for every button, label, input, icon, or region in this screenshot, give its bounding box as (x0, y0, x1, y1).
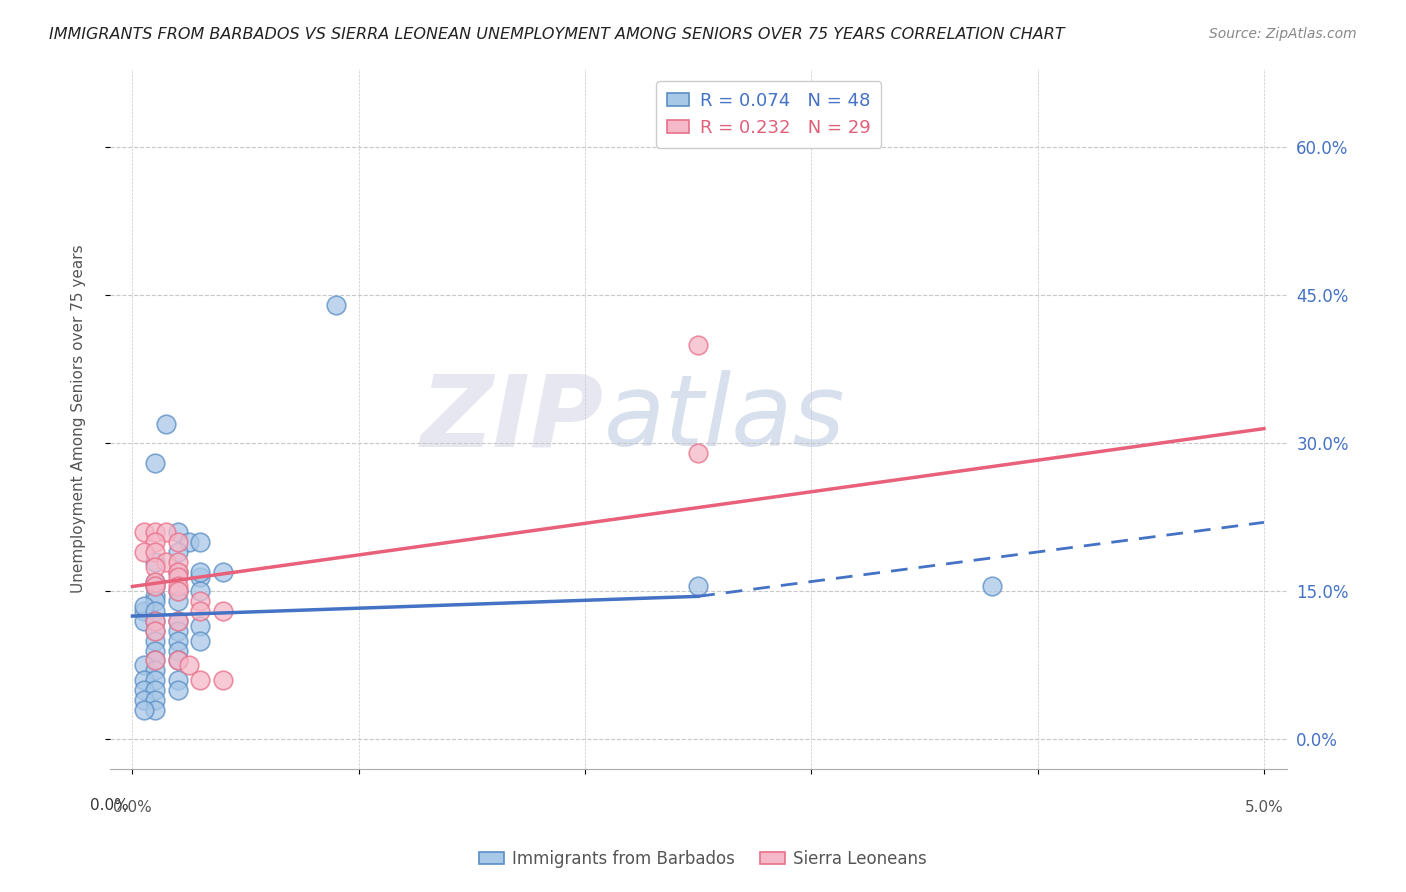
Legend: R = 0.074   N = 48, R = 0.232   N = 29: R = 0.074 N = 48, R = 0.232 N = 29 (657, 81, 882, 148)
Point (166, 643, 188, 657)
Point (688, 579, 710, 593)
Point (143, 574, 166, 589)
Point (166, 653, 188, 667)
Point (190, 633, 212, 648)
Point (166, 683, 188, 698)
Point (688, 446, 710, 460)
Point (190, 604, 212, 618)
Text: IMMIGRANTS FROM BARBADOS VS SIERRA LEONEAN UNEMPLOYMENT AMONG SENIORS OVER 75 YE: IMMIGRANTS FROM BARBADOS VS SIERRA LEONE… (49, 27, 1064, 42)
Point (143, 545, 166, 559)
Point (981, 579, 1004, 593)
Point (166, 584, 188, 599)
Point (212, 673, 235, 688)
Point (177, 658, 200, 673)
Text: ZIP: ZIP (420, 370, 605, 467)
Point (143, 594, 166, 608)
Point (166, 565, 188, 579)
Point (143, 664, 166, 678)
Point (166, 535, 188, 549)
Point (132, 614, 155, 628)
Point (132, 545, 155, 559)
Point (190, 569, 212, 583)
Point (132, 683, 155, 698)
Point (155, 555, 177, 569)
Point (143, 579, 166, 593)
Point (155, 525, 177, 540)
Point (143, 614, 166, 628)
Point (143, 590, 166, 604)
Point (190, 565, 212, 579)
Point (166, 624, 188, 638)
Point (190, 619, 212, 633)
Point (166, 584, 188, 599)
Point (143, 633, 166, 648)
Point (190, 594, 212, 608)
Point (155, 417, 177, 431)
Text: 0.0%: 0.0% (90, 798, 129, 814)
Point (143, 456, 166, 470)
Point (132, 658, 155, 673)
Point (143, 624, 166, 638)
Point (132, 525, 155, 540)
Point (143, 653, 166, 667)
Point (166, 525, 188, 540)
Point (166, 569, 188, 583)
Point (143, 555, 166, 569)
Point (166, 555, 188, 569)
Point (190, 673, 212, 688)
Point (143, 673, 166, 688)
Point (166, 614, 188, 628)
Point (143, 624, 166, 638)
Text: atlas: atlas (605, 370, 846, 467)
Point (688, 338, 710, 352)
Point (166, 565, 188, 579)
Point (212, 604, 235, 618)
Text: Source: ZipAtlas.com: Source: ZipAtlas.com (1209, 27, 1357, 41)
Point (132, 604, 155, 618)
Point (143, 604, 166, 618)
Point (166, 545, 188, 559)
Point (212, 565, 235, 579)
Point (143, 535, 166, 549)
Point (166, 633, 188, 648)
Text: 0.0%: 0.0% (112, 799, 152, 814)
Point (143, 579, 166, 593)
Point (143, 525, 166, 540)
Point (143, 683, 166, 698)
Text: 5.0%: 5.0% (1244, 799, 1284, 814)
Point (132, 673, 155, 688)
Legend: Immigrants from Barbados, Sierra Leoneans: Immigrants from Barbados, Sierra Leonean… (472, 844, 934, 875)
Point (132, 693, 155, 707)
Point (190, 584, 212, 599)
Point (166, 673, 188, 688)
Point (143, 693, 166, 707)
Point (190, 535, 212, 549)
Point (143, 643, 166, 657)
Point (177, 535, 200, 549)
Point (132, 599, 155, 614)
Y-axis label: Unemployment Among Seniors over 75 years: Unemployment Among Seniors over 75 years (72, 244, 86, 593)
Point (143, 614, 166, 628)
Point (143, 703, 166, 717)
Point (132, 703, 155, 717)
Point (143, 574, 166, 589)
Point (166, 614, 188, 628)
Point (325, 298, 347, 312)
Point (166, 653, 188, 667)
Point (166, 594, 188, 608)
Point (143, 559, 166, 574)
Point (166, 579, 188, 593)
Point (143, 653, 166, 667)
